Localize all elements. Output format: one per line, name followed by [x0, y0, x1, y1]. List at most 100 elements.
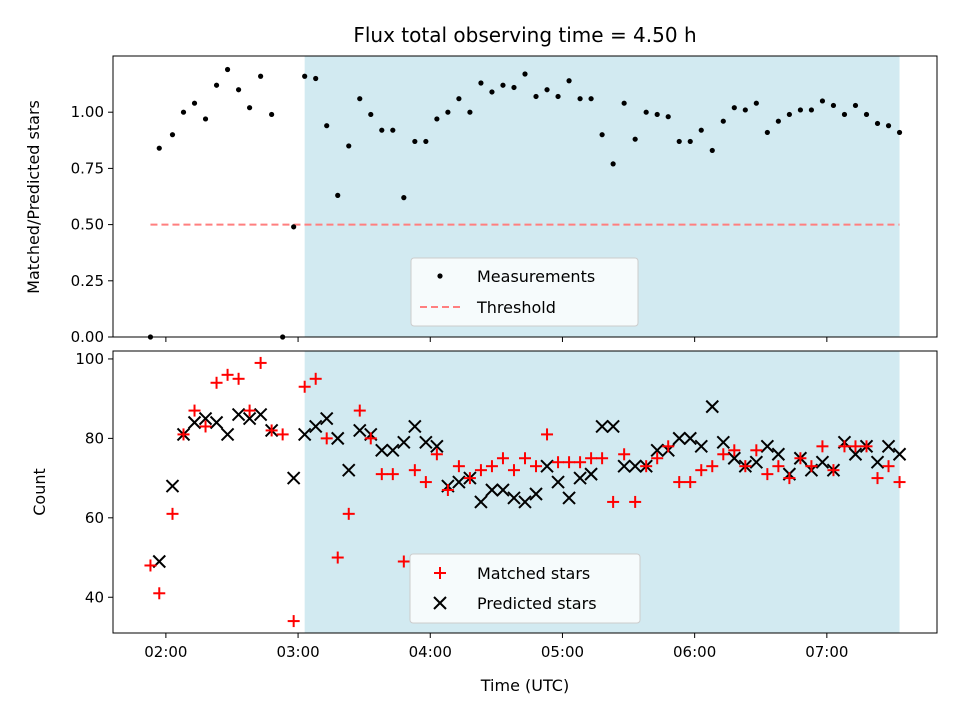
predicted-star-point	[187, 415, 202, 430]
matched-star-point	[254, 356, 267, 369]
matched-star-point	[419, 476, 432, 489]
bottom-y-axis-label: Count	[30, 468, 49, 516]
matched-star-point	[849, 440, 862, 453]
x-tick-label: 03:00	[276, 643, 319, 661]
measurement-point	[742, 107, 748, 113]
predicted-star-point	[562, 491, 576, 505]
bottom-y-ticks: 40 60 80 100	[75, 350, 113, 606]
measurement-point	[577, 96, 583, 102]
predicted-star-point	[353, 423, 367, 438]
matched-star-point	[153, 587, 166, 600]
predicted-star-point	[331, 431, 345, 446]
predicted-star-point	[496, 483, 510, 497]
measurement-point	[390, 127, 396, 133]
predicted-star-point	[595, 419, 609, 434]
matched-star-point	[607, 495, 620, 508]
predicted-star-point	[165, 479, 180, 493]
top-y-tick-label: 0.00	[71, 328, 104, 346]
measurement-point	[720, 118, 726, 124]
predicted-star-point	[320, 411, 334, 426]
measurement-point	[202, 116, 209, 122]
matched-star-point	[794, 452, 807, 465]
measurement-point	[522, 71, 528, 77]
top-x-ticks	[165, 337, 828, 342]
predicted-star-point	[419, 435, 433, 450]
measurement-point	[764, 129, 770, 136]
measurement-point	[731, 105, 737, 111]
matched-star-point	[276, 428, 289, 441]
predicted-star-point	[771, 447, 786, 461]
matched-star-point	[783, 472, 796, 485]
top-axes-frame	[112, 55, 938, 338]
measurement-point	[324, 123, 330, 129]
matched-star-point	[695, 464, 708, 477]
predicted-star-point	[760, 439, 775, 454]
matched-star-point	[772, 460, 785, 473]
x-tick-label: 07:00	[805, 643, 848, 661]
matched-star-point	[574, 456, 587, 469]
measurement-point	[467, 109, 473, 115]
matched-star-point	[552, 456, 565, 469]
measurement-point	[313, 75, 319, 82]
predicted-star-point	[386, 443, 400, 458]
legend-measurements-label: Measurements	[477, 267, 595, 286]
measurement-point	[643, 109, 649, 115]
matched-star-point	[232, 372, 245, 385]
predicted-star-point	[231, 407, 246, 422]
matched-star-point	[452, 460, 465, 473]
bottom-y-tick-label: 60	[85, 509, 104, 527]
top-y-axis-label: Matched/Predicted stars	[24, 100, 43, 294]
predicted-star-point	[507, 491, 521, 505]
matched-star-point	[816, 440, 829, 453]
top-y-tick-label: 0.50	[71, 216, 104, 234]
measurement-point	[621, 100, 627, 106]
predicted-star-point	[253, 407, 268, 422]
predicted-star-point	[551, 475, 565, 489]
measurement-point	[841, 111, 848, 118]
predicted-star-point	[606, 419, 620, 434]
matched-star-point	[530, 460, 543, 473]
matched-star-point	[519, 452, 531, 465]
measurement-point	[291, 224, 297, 230]
measurement-point	[588, 96, 594, 102]
measurement-point	[830, 102, 837, 109]
chart-title: Flux total observing time = 4.50 h	[353, 23, 696, 47]
measurement-point	[423, 138, 429, 145]
predicted-star-point	[892, 447, 907, 461]
matched-star-point	[287, 615, 300, 628]
predicted-star-point	[474, 495, 488, 509]
matched-star-point	[507, 464, 520, 477]
matched-star-point	[210, 376, 223, 389]
matched-star-point	[188, 404, 201, 417]
measurement-point	[357, 96, 363, 102]
measurement-point	[544, 87, 550, 93]
measurement-point	[709, 147, 715, 154]
measurement-point	[885, 123, 892, 129]
matched-star-point	[640, 460, 653, 473]
matched-star-point	[331, 551, 344, 564]
measurement-point	[379, 127, 385, 133]
predicted-star-point	[584, 467, 598, 481]
measurement-point	[489, 89, 495, 95]
matched-star-point	[474, 464, 487, 477]
matched-star-point	[706, 460, 719, 473]
predicted-star-point	[198, 411, 213, 426]
matched-star-point	[221, 368, 234, 381]
x-tick-label: 05:00	[541, 643, 584, 661]
predicted-star-point	[815, 455, 830, 469]
predicted-star-point	[452, 475, 466, 489]
matched-star-point	[728, 444, 741, 457]
matched-star-point	[893, 476, 906, 489]
matched-star-point	[673, 476, 686, 489]
bottom-legend-box	[409, 553, 641, 624]
bottom-data-marks	[144, 356, 907, 628]
bottom-y-tick-label: 40	[85, 588, 104, 606]
measurement-point	[687, 138, 693, 145]
measurement-point	[599, 132, 605, 138]
top-legend-box	[410, 257, 639, 327]
measurement-point	[235, 87, 242, 93]
measurement-point	[156, 145, 162, 151]
predicted-star-point	[209, 415, 224, 430]
matched-star-point	[618, 448, 631, 461]
matched-star-point	[651, 452, 664, 465]
